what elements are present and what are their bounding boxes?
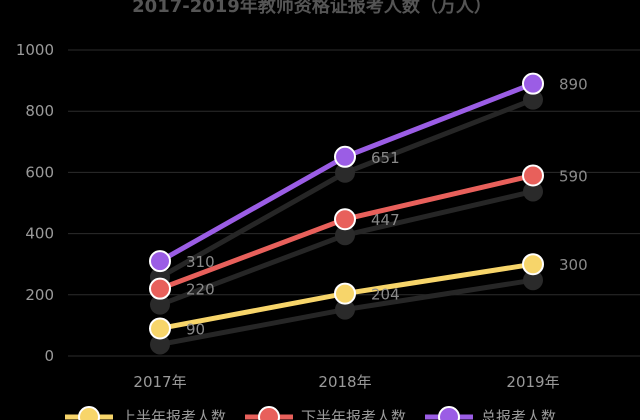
data-point (522, 72, 544, 95)
y-tick-label: 0 (44, 347, 54, 365)
legend: 上半年报考人数 下半年报考人数 总报考人数 (65, 406, 556, 420)
y-axis: 0 200 400 600 800 1000 (16, 41, 54, 365)
series-shadow-point (150, 334, 170, 355)
legend-label: 总报考人数 (481, 408, 556, 420)
data-label: 651 (371, 149, 400, 167)
series-shadow-point (335, 162, 355, 183)
series-shadow-point (523, 89, 543, 110)
data-label: 90 (186, 320, 205, 338)
legend-swatch-marker (438, 406, 460, 420)
series-shadow-point (335, 299, 355, 320)
data-labels: 90 204 300 220 447 590 310 651 890 (186, 76, 588, 339)
legend-swatch-marker (78, 406, 100, 420)
series-shadow-point (335, 225, 355, 246)
data-label: 590 (559, 167, 588, 185)
data-point (334, 282, 356, 305)
x-axis: 2017年 2018年 2019年 (133, 373, 559, 391)
y-tick-label: 1000 (16, 41, 54, 59)
y-tick-label: 400 (25, 225, 54, 243)
data-label: 447 (371, 211, 400, 229)
data-point (522, 253, 544, 276)
data-label: 220 (186, 281, 215, 299)
x-tick-label: 2019年 (506, 373, 559, 391)
x-tick-label: 2017年 (133, 373, 186, 391)
legend-swatch-marker (258, 406, 280, 420)
data-point (149, 277, 171, 300)
y-tick-label: 800 (25, 102, 54, 120)
chart-title: 2017-2019年教师资格证报考人数（万人） (132, 0, 492, 17)
x-tick-label: 2018年 (318, 373, 371, 391)
series-shadow-point (523, 181, 543, 202)
data-point (334, 145, 356, 168)
series-shadow-point (150, 294, 170, 315)
series-lines (149, 72, 544, 340)
series-shadows (150, 89, 543, 355)
data-label: 310 (186, 253, 215, 271)
y-tick-label: 600 (25, 163, 54, 181)
data-label: 300 (559, 256, 588, 274)
series-shadow-point (523, 270, 543, 291)
data-point (522, 164, 544, 187)
y-tick-label: 200 (25, 286, 54, 304)
data-point (334, 208, 356, 231)
data-label: 890 (559, 76, 588, 94)
data-label: 204 (371, 286, 400, 304)
legend-label: 上半年报考人数 (121, 408, 226, 420)
legend-label: 下半年报考人数 (301, 408, 406, 420)
data-point (149, 317, 171, 340)
data-point (149, 250, 171, 273)
